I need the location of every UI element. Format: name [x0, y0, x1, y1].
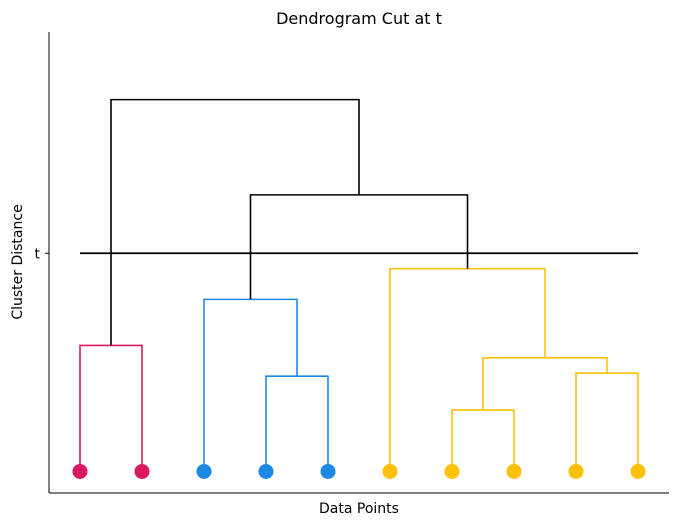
y-axis-label: Cluster Distance: [10, 204, 26, 319]
dendrogram-link-7: [249, 194, 469, 300]
chart-title: Dendrogram Cut at t: [276, 9, 442, 28]
leaf-point-8: [568, 463, 584, 479]
axes: [48, 32, 669, 494]
leaf-point-9: [630, 463, 646, 479]
leaf-point-6: [444, 463, 460, 479]
leaf-point-7: [506, 463, 522, 479]
dendrogram-links: [79, 98, 639, 472]
dendrogram-link-6: [389, 267, 546, 472]
dendrogram-link-2: [203, 298, 298, 472]
dendrogram-link-5: [482, 356, 608, 411]
y-ticks: t: [35, 246, 49, 262]
leaf-point-0: [72, 463, 88, 479]
leaf-point-5: [382, 463, 398, 479]
leaf-point-4: [320, 463, 336, 479]
dendrogram-link-8: [110, 98, 360, 346]
y-tick-label-0: t: [35, 246, 41, 262]
leaf-point-3: [258, 463, 274, 479]
dendrogram-link-4: [575, 372, 639, 472]
leaf-points: [72, 463, 646, 479]
dendrogram-link-1: [265, 375, 329, 472]
x-axis-label: Data Points: [319, 501, 399, 517]
leaf-point-1: [134, 463, 150, 479]
dendrogram-link-0: [79, 344, 143, 472]
dendrogram-link-3: [451, 409, 515, 472]
leaf-point-2: [196, 463, 212, 479]
